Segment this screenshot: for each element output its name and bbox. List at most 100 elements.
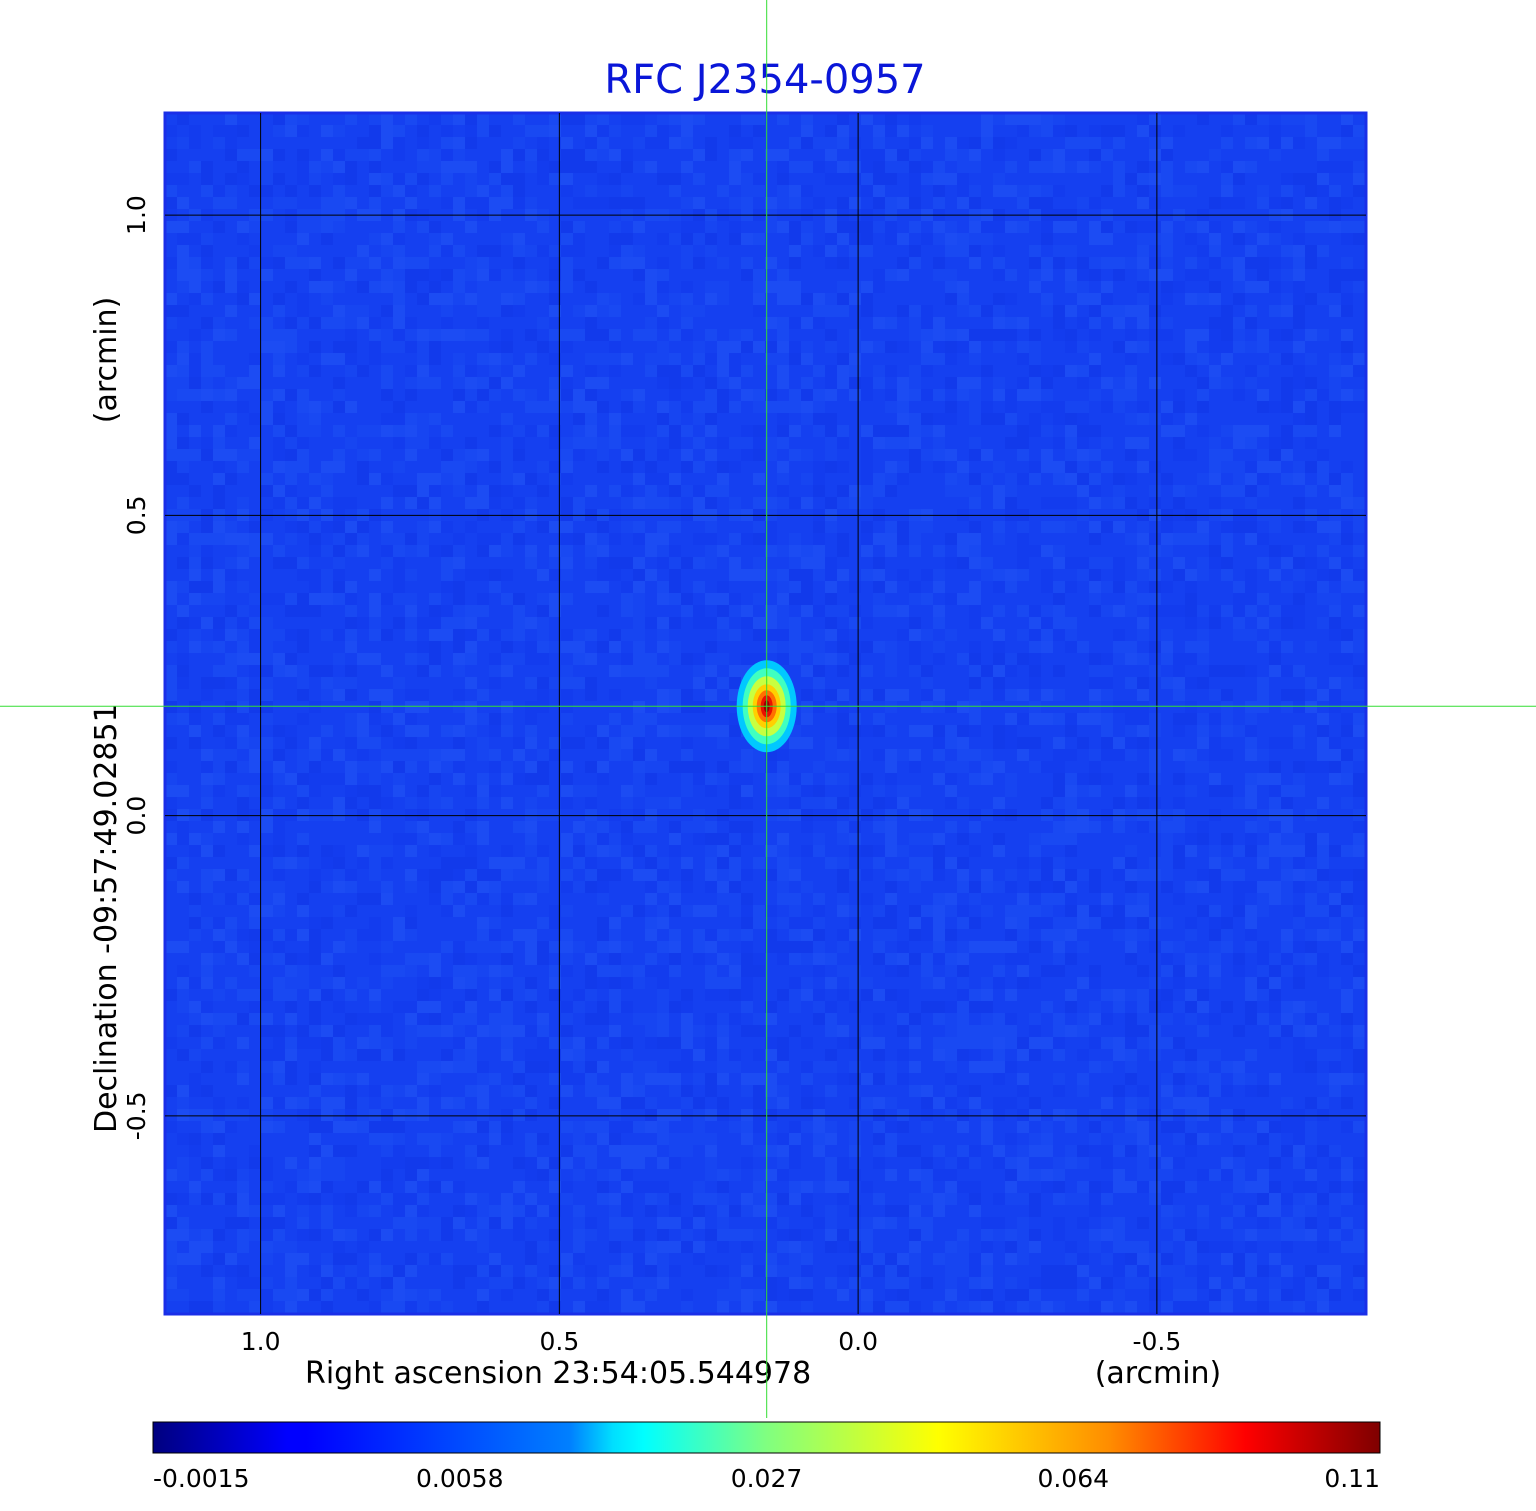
noise-pixel: [1209, 293, 1221, 305]
noise-pixel: [1185, 269, 1197, 281]
noise-pixel: [1197, 1169, 1209, 1181]
noise-pixel: [1257, 881, 1269, 893]
noise-pixel: [1089, 305, 1101, 317]
noise-pixel: [969, 1061, 981, 1073]
noise-pixel: [1245, 833, 1257, 845]
noise-pixel: [1293, 365, 1305, 377]
noise-pixel: [1005, 785, 1017, 797]
noise-pixel: [1041, 629, 1053, 641]
noise-pixel: [633, 521, 645, 533]
noise-pixel: [681, 1001, 693, 1013]
noise-pixel: [357, 449, 369, 461]
noise-pixel: [1125, 809, 1137, 821]
noise-pixel: [657, 281, 669, 293]
noise-pixel: [873, 365, 885, 377]
noise-pixel: [1305, 293, 1317, 305]
noise-pixel: [1233, 1133, 1245, 1145]
noise-pixel: [201, 269, 213, 281]
noise-pixel: [465, 677, 477, 689]
noise-pixel: [465, 137, 477, 149]
noise-pixel: [1317, 449, 1329, 461]
noise-pixel: [1077, 641, 1089, 653]
noise-pixel: [597, 1121, 609, 1133]
noise-pixel: [1065, 641, 1077, 653]
noise-pixel: [345, 905, 357, 917]
noise-pixel: [873, 569, 885, 581]
noise-pixel: [777, 221, 789, 233]
noise-pixel: [525, 713, 537, 725]
noise-pixel: [693, 665, 705, 677]
noise-pixel: [453, 329, 465, 341]
noise-pixel: [177, 221, 189, 233]
noise-pixel: [897, 473, 909, 485]
noise-pixel: [501, 773, 513, 785]
noise-pixel: [909, 749, 921, 761]
noise-pixel: [1197, 953, 1209, 965]
noise-pixel: [741, 233, 753, 245]
noise-pixel: [837, 353, 849, 365]
noise-pixel: [1005, 569, 1017, 581]
noise-pixel: [645, 269, 657, 281]
noise-pixel: [345, 629, 357, 641]
noise-pixel: [789, 137, 801, 149]
noise-pixel: [513, 497, 525, 509]
noise-pixel: [225, 257, 237, 269]
noise-pixel: [309, 593, 321, 605]
noise-pixel: [909, 905, 921, 917]
noise-pixel: [489, 461, 501, 473]
noise-pixel: [993, 413, 1005, 425]
noise-pixel: [609, 173, 621, 185]
noise-pixel: [261, 929, 273, 941]
noise-pixel: [813, 809, 825, 821]
noise-pixel: [801, 1061, 813, 1073]
noise-pixel: [1341, 1157, 1353, 1169]
noise-pixel: [1137, 401, 1149, 413]
noise-pixel: [825, 521, 837, 533]
noise-pixel: [321, 629, 333, 641]
noise-pixel: [813, 701, 825, 713]
noise-pixel: [1077, 293, 1089, 305]
noise-pixel: [1137, 533, 1149, 545]
noise-pixel: [465, 713, 477, 725]
noise-pixel: [921, 329, 933, 341]
noise-pixel: [1077, 941, 1089, 953]
noise-pixel: [285, 1049, 297, 1061]
noise-pixel: [1221, 461, 1233, 473]
noise-pixel: [501, 353, 513, 365]
noise-pixel: [633, 257, 645, 269]
noise-pixel: [957, 185, 969, 197]
noise-pixel: [765, 773, 777, 785]
noise-pixel: [369, 593, 381, 605]
noise-pixel: [165, 737, 177, 749]
noise-pixel: [1161, 833, 1173, 845]
noise-pixel: [357, 845, 369, 857]
noise-pixel: [1185, 413, 1197, 425]
noise-pixel: [381, 1145, 393, 1157]
noise-pixel: [837, 965, 849, 977]
noise-pixel: [333, 845, 345, 857]
noise-pixel: [1293, 1049, 1305, 1061]
noise-pixel: [225, 929, 237, 941]
noise-pixel: [1161, 629, 1173, 641]
noise-pixel: [1197, 737, 1209, 749]
noise-pixel: [369, 797, 381, 809]
noise-pixel: [1065, 401, 1077, 413]
noise-pixel: [249, 533, 261, 545]
noise-pixel: [669, 953, 681, 965]
noise-pixel: [237, 125, 249, 137]
noise-pixel: [1161, 281, 1173, 293]
noise-pixel: [237, 1181, 249, 1193]
noise-pixel: [1233, 317, 1245, 329]
noise-pixel: [1125, 581, 1137, 593]
noise-pixel: [405, 485, 417, 497]
noise-pixel: [1089, 653, 1101, 665]
noise-pixel: [1089, 137, 1101, 149]
noise-pixel: [1257, 749, 1269, 761]
noise-pixel: [657, 1073, 669, 1085]
noise-pixel: [633, 497, 645, 509]
noise-pixel: [1065, 521, 1077, 533]
noise-pixel: [417, 221, 429, 233]
noise-pixel: [189, 701, 201, 713]
noise-pixel: [909, 929, 921, 941]
noise-pixel: [1257, 197, 1269, 209]
